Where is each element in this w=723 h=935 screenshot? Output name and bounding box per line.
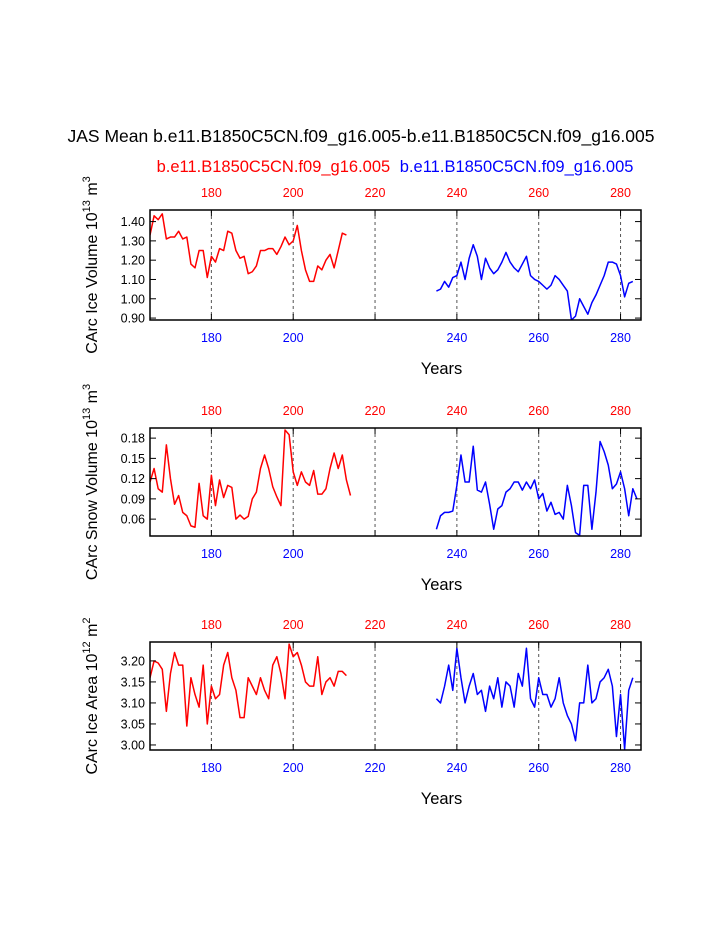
y-tick-label: 1.40 xyxy=(121,215,145,229)
y-axis-label-part: m xyxy=(84,390,101,408)
y-axis-label: CArc Ice Volume 1013 m3 xyxy=(81,176,101,354)
y-axis-label-part: m xyxy=(84,624,101,642)
y-tick-label: 0.90 xyxy=(121,312,145,326)
series-line-blue xyxy=(435,440,638,536)
x-top-tick-label: 220 xyxy=(365,618,386,632)
plot-frame xyxy=(149,641,642,751)
x-top-tick-label: 280 xyxy=(610,618,631,632)
y-axis-label-exponent: 2 xyxy=(81,617,93,623)
x-bottom-tick-label: 280 xyxy=(610,331,631,345)
figure-title: JAS Mean b.e11.B1850C5CN.f09_g16.005-b.e… xyxy=(68,126,655,147)
x-bottom-tick-label: 240 xyxy=(446,761,467,775)
x-top-tick-label: 200 xyxy=(283,186,304,200)
legend-red-label: b.e11.B1850C5CN.f09_g16.005 xyxy=(157,158,391,176)
x-top-tick-label: 260 xyxy=(528,186,549,200)
panel-1: 0.90 1.00 1.10 1.20 1.30 1.40 180 180 200 200 220 2… xyxy=(81,176,642,378)
x-bottom-tick-label: 200 xyxy=(283,761,304,775)
x-top-tick-label: 200 xyxy=(283,618,304,632)
x-top-tick-label: 180 xyxy=(201,618,222,632)
y-axis-label-exponent: 12 xyxy=(81,641,93,653)
y-axis-label-part: CArc Ice Area 10 xyxy=(84,654,101,775)
y-tick-label: 1.00 xyxy=(121,292,145,306)
x-bottom-tick-label: 280 xyxy=(610,547,631,561)
x-top-tick-label: 180 xyxy=(201,186,222,200)
x-bottom-tick-label: 260 xyxy=(528,547,549,561)
y-axis-label-part: CArc Ice Volume 10 xyxy=(84,212,101,354)
x-bottom-tick-label: 200 xyxy=(283,331,304,345)
x-bottom-tick-label: 180 xyxy=(201,547,222,561)
x-bottom-tick-label: 280 xyxy=(610,761,631,775)
x-top-tick-label: 240 xyxy=(446,404,467,418)
x-bottom-tick-label: 220 xyxy=(365,761,386,775)
x-bottom-tick-label: 240 xyxy=(446,331,467,345)
y-tick-label: 0.12 xyxy=(121,472,145,486)
x-bottom-tick-label: 200 xyxy=(283,547,304,561)
y-tick-label: 3.20 xyxy=(121,654,145,668)
y-tick-label: 1.20 xyxy=(121,254,145,268)
legend: b.e11.B1850C5CN.f09_g16.005 b.e11.B1850C… xyxy=(157,158,634,176)
plot-frame xyxy=(149,209,642,321)
y-tick-label: 3.10 xyxy=(121,696,145,710)
y-axis-label-part: CArc Snow Volume 10 xyxy=(84,420,101,580)
x-bottom-tick-label: 180 xyxy=(201,761,222,775)
x-top-tick-label: 180 xyxy=(201,404,222,418)
series-line-blue xyxy=(435,647,634,750)
y-tick-label: 0.15 xyxy=(121,452,145,466)
x-top-tick-label: 240 xyxy=(446,186,467,200)
x-bottom-tick-label: 260 xyxy=(528,331,549,345)
x-top-tick-label: 240 xyxy=(446,618,467,632)
series-line-red xyxy=(150,643,347,727)
x-top-tick-label: 280 xyxy=(610,404,631,418)
y-axis-label: CArc Ice Area 1012 m2 xyxy=(81,617,101,774)
y-axis-label-exponent: 13 xyxy=(81,408,93,420)
x-top-tick-label: 280 xyxy=(610,186,631,200)
x-top-tick-label: 260 xyxy=(528,618,549,632)
plot-frame xyxy=(149,427,642,537)
x-bottom-tick-label: 240 xyxy=(446,547,467,561)
y-tick-label: 0.09 xyxy=(121,492,145,506)
x-bottom-tick-label: 180 xyxy=(201,331,222,345)
series-line-red xyxy=(150,429,352,528)
y-tick-label: 3.05 xyxy=(121,717,145,731)
x-top-tick-label: 220 xyxy=(365,186,386,200)
x-top-tick-label: 200 xyxy=(283,404,304,418)
y-tick-label: 3.15 xyxy=(121,675,145,689)
x-axis-label: Years xyxy=(421,576,463,594)
y-tick-label: 0.18 xyxy=(121,432,145,446)
y-axis-label-part: m xyxy=(84,182,101,200)
x-axis-label: Years xyxy=(421,360,463,378)
y-tick-label: 1.30 xyxy=(121,234,145,248)
x-top-tick-label: 260 xyxy=(528,404,549,418)
series-line-blue xyxy=(436,243,634,320)
x-axis-label: Years xyxy=(421,790,463,808)
y-axis-label-exponent: 3 xyxy=(81,384,93,390)
panel-3: 3.00 3.05 3.10 3.15 3.20 180 180 200 200 220 220 24… xyxy=(81,617,642,808)
x-top-tick-label: 220 xyxy=(365,404,386,418)
legend-blue-label: b.e11.B1850C5CN.f09_g16.005 xyxy=(400,158,634,176)
panel-2: 0.06 0.09 0.12 0.15 0.18 180 180 200 200 220 240 24… xyxy=(81,384,642,594)
y-axis-label-exponent: 3 xyxy=(81,176,93,182)
y-tick-label: 1.10 xyxy=(121,273,145,287)
y-tick-label: 3.00 xyxy=(121,738,145,752)
y-tick-label: 0.06 xyxy=(121,513,145,527)
x-bottom-tick-label: 260 xyxy=(528,761,549,775)
series-line-red xyxy=(150,213,347,283)
y-axis-label-exponent: 13 xyxy=(81,200,93,212)
y-axis-label: CArc Snow Volume 1013 m3 xyxy=(81,384,101,580)
